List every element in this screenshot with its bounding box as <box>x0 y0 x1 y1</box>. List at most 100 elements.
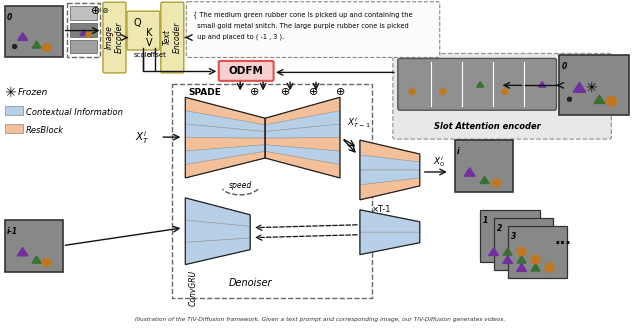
Polygon shape <box>265 124 340 138</box>
Text: SPADE: SPADE <box>188 88 221 97</box>
Text: offset: offset <box>147 52 166 58</box>
Polygon shape <box>516 264 527 271</box>
Text: ConvGRU: ConvGRU <box>188 270 197 306</box>
Text: $\oplus$: $\oplus$ <box>90 5 100 16</box>
Text: Denoiser: Denoiser <box>228 278 272 287</box>
Circle shape <box>517 247 526 256</box>
Text: ResBlock: ResBlock <box>26 126 64 135</box>
FancyBboxPatch shape <box>219 61 274 81</box>
Text: $\oplus$: $\oplus$ <box>249 86 259 97</box>
Circle shape <box>545 263 554 272</box>
Text: ...: ... <box>554 232 572 247</box>
Polygon shape <box>360 155 420 170</box>
Polygon shape <box>502 256 513 263</box>
Text: i-1: i-1 <box>6 227 18 236</box>
Bar <box>172 84 372 298</box>
Text: Image
Encoder: Image Encoder <box>105 22 124 53</box>
Polygon shape <box>477 82 484 87</box>
Polygon shape <box>538 82 546 87</box>
Bar <box>4 6 63 57</box>
Text: ✳: ✳ <box>586 81 597 95</box>
Text: 1: 1 <box>483 216 488 225</box>
Circle shape <box>43 44 51 51</box>
Polygon shape <box>573 82 586 92</box>
Text: Frozen: Frozen <box>18 88 48 97</box>
Bar <box>493 218 554 270</box>
Text: V: V <box>146 38 153 48</box>
Polygon shape <box>360 178 420 200</box>
Polygon shape <box>360 140 420 162</box>
Bar <box>70 22 97 37</box>
FancyBboxPatch shape <box>398 58 557 110</box>
Polygon shape <box>17 248 28 256</box>
Polygon shape <box>186 111 265 131</box>
Polygon shape <box>186 238 250 265</box>
Polygon shape <box>18 33 28 40</box>
FancyBboxPatch shape <box>127 11 160 50</box>
Text: ⊗: ⊗ <box>102 6 108 15</box>
Text: Slot Attention encoder: Slot Attention encoder <box>434 122 541 131</box>
Bar <box>454 140 513 192</box>
Text: Q: Q <box>134 17 141 28</box>
Text: $X_0^i$: $X_0^i$ <box>433 154 445 170</box>
Polygon shape <box>186 198 250 226</box>
Circle shape <box>86 32 91 37</box>
Polygon shape <box>186 138 265 151</box>
Text: 0: 0 <box>561 62 567 71</box>
Bar <box>479 210 540 262</box>
Polygon shape <box>517 256 526 263</box>
Polygon shape <box>32 256 41 263</box>
Text: 2: 2 <box>497 224 502 233</box>
Polygon shape <box>186 145 265 164</box>
Polygon shape <box>186 97 265 125</box>
Circle shape <box>606 96 616 106</box>
Text: small gold metal snitch. The large purple rubber cone is picked: small gold metal snitch. The large purpl… <box>193 22 409 29</box>
Polygon shape <box>360 210 420 232</box>
Polygon shape <box>186 151 265 178</box>
FancyBboxPatch shape <box>103 2 126 73</box>
Polygon shape <box>594 95 605 104</box>
Circle shape <box>568 97 572 101</box>
Circle shape <box>13 45 17 49</box>
Bar <box>508 226 568 278</box>
Circle shape <box>43 259 51 267</box>
Text: $\oplus$: $\oplus$ <box>308 86 318 97</box>
Text: scale: scale <box>133 52 152 58</box>
Text: $\oplus$: $\oplus$ <box>280 86 290 97</box>
Text: Text
Encoder: Text Encoder <box>163 22 182 53</box>
Text: up and placed to ( -1 , 3 ).: up and placed to ( -1 , 3 ). <box>193 34 285 40</box>
Text: { The medium green rubber cone is picked up and containing the: { The medium green rubber cone is picked… <box>193 12 413 18</box>
FancyBboxPatch shape <box>186 2 440 57</box>
Text: Illustration of the TIV-Diffusion framework. Given a text prompt and correspondi: Illustration of the TIV-Diffusion framew… <box>135 317 505 322</box>
Circle shape <box>502 88 508 94</box>
Circle shape <box>531 255 540 264</box>
Text: $X_{T-1}^i$: $X_{T-1}^i$ <box>347 115 371 130</box>
Polygon shape <box>360 170 420 185</box>
Text: $X_T^i$: $X_T^i$ <box>135 129 150 146</box>
Bar <box>4 106 22 115</box>
Polygon shape <box>265 151 340 178</box>
Polygon shape <box>464 168 475 176</box>
Text: speed: speed <box>228 182 252 190</box>
Bar <box>70 40 97 53</box>
Text: ✳: ✳ <box>4 86 16 100</box>
Text: ODFM: ODFM <box>228 66 264 76</box>
Text: i: i <box>457 147 460 156</box>
Text: Contextual Information: Contextual Information <box>26 108 122 117</box>
Circle shape <box>409 88 415 94</box>
Text: 0: 0 <box>6 13 12 22</box>
Text: $\oplus$: $\oplus$ <box>335 86 345 97</box>
Polygon shape <box>489 248 499 255</box>
Circle shape <box>493 179 500 187</box>
Text: ×T-1: ×T-1 <box>372 205 392 214</box>
Bar <box>4 220 63 272</box>
Polygon shape <box>360 232 420 255</box>
Circle shape <box>440 88 446 94</box>
Text: K: K <box>146 28 152 38</box>
Polygon shape <box>265 138 340 151</box>
Polygon shape <box>265 97 340 125</box>
Bar <box>559 55 629 115</box>
Polygon shape <box>186 220 250 242</box>
Text: 3: 3 <box>511 232 516 241</box>
Polygon shape <box>80 30 87 35</box>
